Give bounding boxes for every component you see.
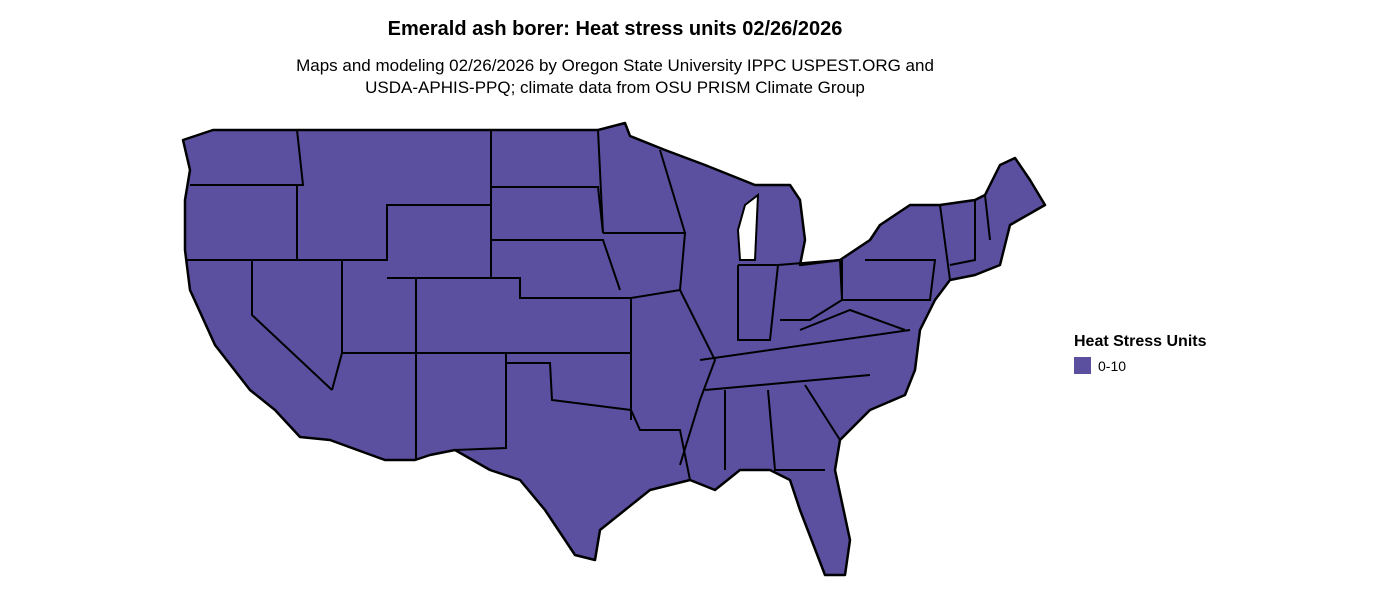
legend-swatch — [1074, 357, 1091, 374]
legend-item: 0-10 — [1074, 357, 1207, 374]
subtitle-line-2: USDA-APHIS-PPQ; climate data from OSU PR… — [365, 78, 865, 97]
us-outline — [181, 121, 1047, 577]
map-subtitle: Maps and modeling 02/26/2026 by Oregon S… — [0, 55, 1230, 99]
state-borders — [187, 129, 991, 481]
legend-label: 0-10 — [1098, 357, 1127, 374]
map-title: Emerald ash borer: Heat stress units 02/… — [387, 18, 843, 40]
subtitle-line-1: Maps and modeling 02/26/2026 by Oregon S… — [296, 56, 934, 75]
legend-title: Heat Stress Units — [1074, 333, 1207, 350]
lake-michigan — [736, 192, 760, 261]
legend: Heat Stress Units 0-10 — [1074, 333, 1207, 374]
